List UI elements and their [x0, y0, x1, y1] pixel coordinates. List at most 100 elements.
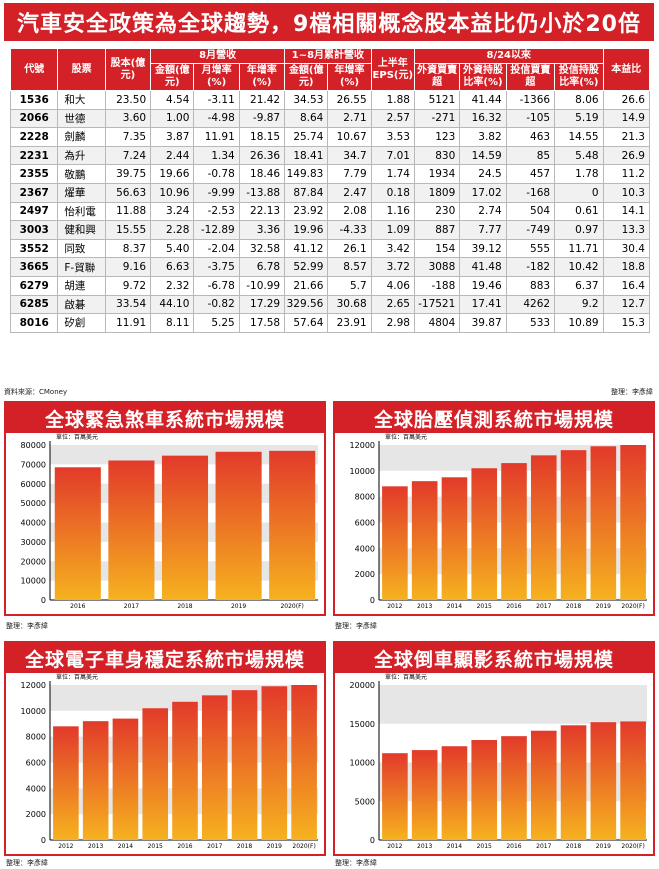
bar [501, 736, 527, 840]
table-cell: 830 [413, 145, 461, 166]
table-cell: 2.98 [370, 313, 415, 333]
bar [441, 746, 468, 840]
chart3-editor: 整理：李彥緯 [6, 859, 48, 867]
table-cell: -10.99 [238, 275, 286, 296]
table-cell: 463 [505, 127, 556, 147]
header-code: 代號 [9, 48, 59, 91]
table-cell: 1934 [413, 164, 461, 184]
table-cell: 4262 [505, 294, 556, 315]
x-tick-label: 2020(F) [621, 603, 644, 610]
table-cell: -9.99 [193, 182, 240, 203]
table-row: 8016 矽創 11.91 8.11 5.25 17.58 57.64 23.91 2.98 48… [9, 313, 651, 333]
table-cell: 1.34 [193, 145, 240, 166]
header-cumulative-revenue: 1~8月累計營收 [284, 48, 372, 64]
table-cell: 39.12 [459, 238, 507, 259]
cell-code: 8016 [9, 313, 59, 333]
table-cell: 23.91 [327, 313, 372, 333]
table-cell: 2.32 [150, 275, 195, 296]
table-cell: 26.1 [327, 238, 372, 259]
table-cell: 26.55 [327, 90, 372, 110]
bar [411, 481, 438, 600]
bar [161, 455, 209, 600]
table-cell: 12.7 [602, 294, 651, 315]
table-cell: 32.58 [238, 238, 286, 259]
x-tick-label: 2017 [124, 603, 139, 610]
x-tick-label: 2019 [231, 603, 246, 610]
x-tick-label: 2016 [506, 603, 521, 610]
table-cell: 23.50 [104, 90, 152, 110]
table-cell: 85 [505, 145, 556, 166]
cell-code: 3552 [9, 238, 59, 259]
table-cell: -0.78 [193, 164, 240, 184]
x-tick-label: 2019 [267, 843, 282, 850]
table-cell: 10.67 [327, 127, 372, 147]
table-cell: 8.11 [150, 313, 195, 333]
table-cell: -3.75 [193, 257, 240, 277]
x-tick-label: 2014 [447, 843, 462, 850]
table-row: 2066 世德 3.60 1.00 -4.98 -9.87 8.64 2.71 2.57 -271… [9, 108, 651, 129]
table-cell: 17.41 [459, 294, 507, 315]
table-cell: 18.15 [238, 127, 286, 147]
x-tick-label: 2015 [477, 603, 492, 610]
y-tick-label: 8000 [355, 493, 375, 502]
y-tick-label: 60000 [21, 480, 46, 489]
bar [172, 701, 198, 840]
table-cell: 504 [505, 201, 556, 222]
table-cell: 3.24 [150, 201, 195, 222]
table-cell: 19.66 [150, 164, 195, 184]
cell-stock: 和大 [57, 90, 106, 110]
table-cell: 19.96 [284, 220, 329, 240]
table-cell: 17.02 [459, 182, 507, 203]
table-cell: 30.4 [602, 238, 651, 259]
chart-reverse-camera: 0 5000 10000 15000 20000 單位：百萬美元 2012 2013 2014 2… [333, 641, 655, 856]
y-tick-label: 8000 [26, 733, 46, 742]
table-cell: 1.88 [370, 90, 415, 110]
table-cell: 9.72 [104, 275, 152, 296]
y-tick-label: 10000 [21, 577, 46, 586]
table-cell: -4.98 [193, 108, 240, 129]
bar [142, 708, 169, 840]
table-cell: 34.53 [284, 90, 329, 110]
table-cell: 33.54 [104, 294, 152, 315]
grid-band [379, 685, 647, 724]
y-tick-label: 10000 [21, 707, 46, 716]
table-cell: 87.84 [284, 182, 329, 203]
table-cell: 14.9 [602, 108, 651, 129]
y-tick-label: 0 [41, 836, 46, 845]
x-tick-label: 2013 [417, 603, 432, 610]
table-cell: -2.53 [193, 201, 240, 222]
table-cell: 8.06 [554, 90, 604, 110]
y-tick-label: 2000 [26, 810, 46, 819]
chart4-editor: 整理：李彥緯 [335, 859, 377, 867]
table-cell: 21.66 [284, 275, 329, 296]
y-tick-label: 12000 [350, 441, 375, 450]
table-cell: 13.3 [602, 220, 651, 240]
table-cell: 6.37 [554, 275, 604, 296]
table-cell: 3.36 [238, 220, 286, 240]
x-tick-label: 2019 [596, 843, 611, 850]
table-cell: 52.99 [284, 257, 329, 277]
chart1-editor: 整理：李彥緯 [6, 622, 48, 630]
table-cell: 18.41 [284, 145, 329, 166]
bar [590, 446, 617, 600]
x-tick-label: 2016 [70, 603, 85, 610]
x-tick-label: 2017 [207, 843, 222, 850]
table-cell: 57.64 [284, 313, 329, 333]
table-cell: 39.75 [104, 164, 152, 184]
header-m-yoy: 年增率(%) [238, 63, 286, 91]
cell-stock: 矽創 [57, 313, 106, 333]
editor-note: 整理：李彥緯 [611, 388, 653, 396]
table-cell: -182 [505, 257, 556, 277]
bar [261, 686, 288, 840]
table-cell: 2.44 [150, 145, 195, 166]
bar [620, 445, 646, 600]
table-cell: 3.82 [459, 127, 507, 147]
y-tick-label: 12000 [21, 681, 46, 690]
table-cell: -271 [413, 108, 461, 129]
x-tick-label: 2015 [148, 843, 163, 850]
table-cell: 11.91 [104, 313, 152, 333]
table-cell: 10.42 [554, 257, 604, 277]
table-cell: -188 [413, 275, 461, 296]
table-cell: 41.12 [284, 238, 329, 259]
x-tick-label: 2020(F) [621, 843, 644, 850]
